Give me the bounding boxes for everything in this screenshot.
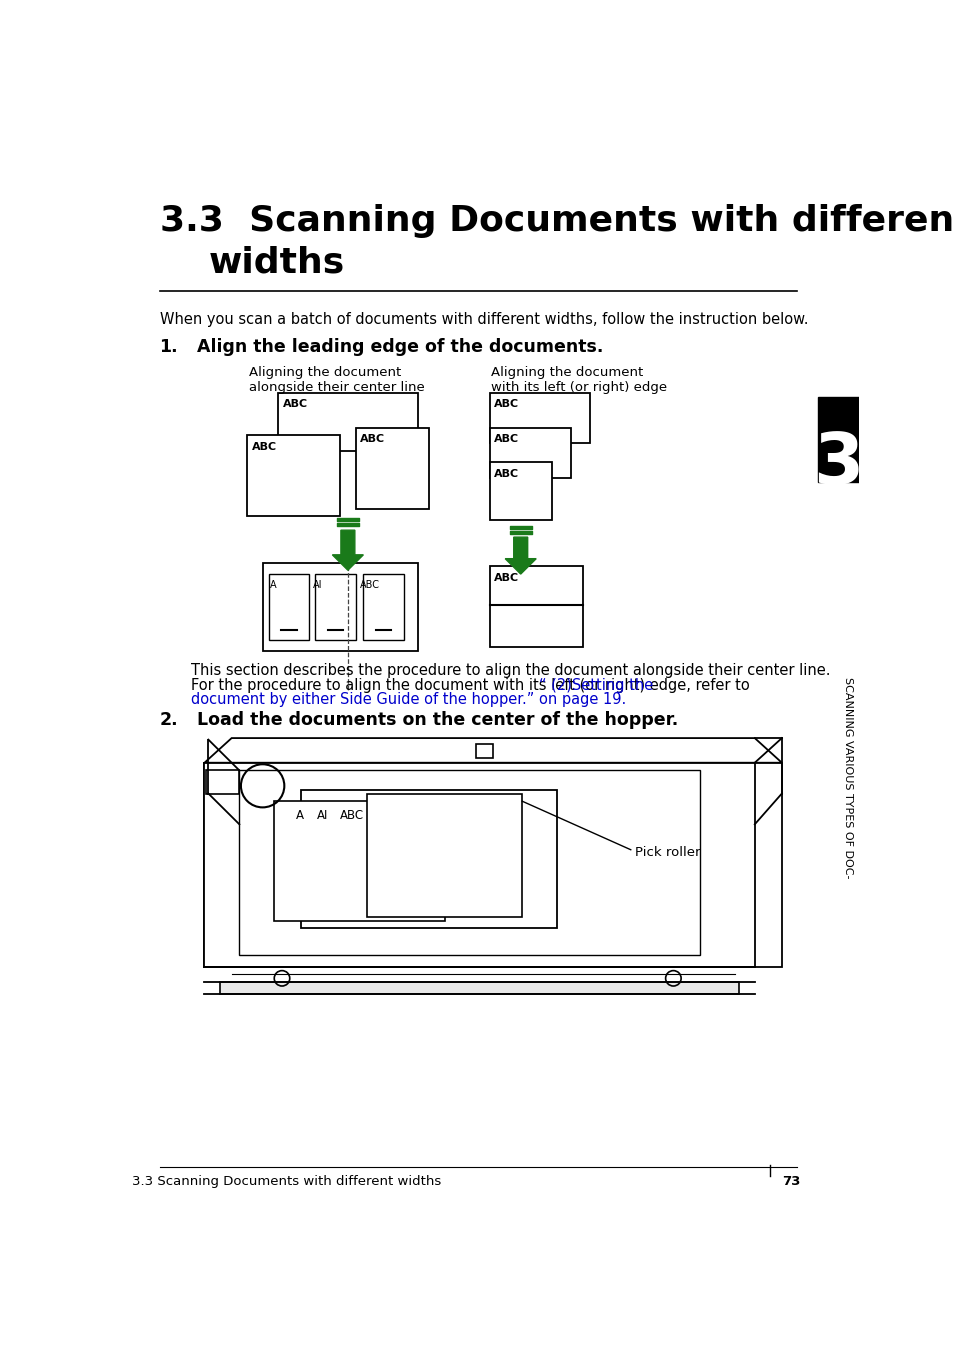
Text: AI: AI [313, 580, 322, 590]
Bar [476, 744, 493, 758]
Polygon shape [220, 982, 739, 994]
Text: ABC: ABC [494, 434, 519, 444]
Text: 2.: 2. [159, 711, 178, 730]
FancyArrow shape [505, 538, 536, 574]
Bar [274, 801, 444, 920]
Bar [262, 562, 417, 651]
Bar [489, 393, 590, 443]
Polygon shape [204, 738, 232, 763]
Text: ABC: ABC [340, 809, 364, 821]
Bar [363, 574, 403, 639]
Bar [489, 428, 571, 478]
Text: AI: AI [316, 809, 328, 821]
Bar [355, 428, 429, 508]
Text: Aligning the document
alongside their center line: Aligning the document alongside their ce… [249, 366, 425, 394]
Text: ABC: ABC [359, 580, 379, 590]
Text: When you scan a batch of documents with different widths, follow the instruction: When you scan a batch of documents with … [159, 312, 807, 327]
Text: Align the leading edge of the documents.: Align the leading edge of the documents. [196, 338, 602, 355]
Text: 3.3 Scanning Documents with different widths: 3.3 Scanning Documents with different wi… [132, 1175, 440, 1189]
Text: 73: 73 [781, 1175, 800, 1189]
Text: For the procedure to align the document with its left (or right) edge, refer to: For the procedure to align the document … [191, 678, 753, 693]
FancyArrow shape [332, 530, 363, 570]
Text: ABC: ABC [282, 400, 308, 409]
Bar [269, 574, 309, 639]
Bar [278, 393, 417, 451]
Polygon shape [204, 738, 781, 763]
Text: widths: widths [208, 246, 344, 280]
Text: 3.3  Scanning Documents with different: 3.3 Scanning Documents with different [159, 204, 953, 239]
Bar [489, 566, 582, 647]
Text: ABC: ABC [360, 434, 385, 444]
Bar [818, 397, 858, 482]
Text: “ (2)Setting the: “ (2)Setting the [538, 678, 653, 693]
Text: A: A [295, 809, 304, 821]
Text: Pick roller: Pick roller [634, 846, 700, 859]
Bar [301, 790, 557, 928]
Bar [247, 435, 340, 516]
Text: A: A [270, 580, 276, 590]
Text: ABC: ABC [494, 400, 519, 409]
Polygon shape [206, 770, 239, 793]
Text: Aligning the document
with its left (or right) edge: Aligning the document with its left (or … [491, 366, 667, 394]
Text: ABC: ABC [494, 573, 519, 582]
Text: 3: 3 [812, 430, 862, 499]
Bar [315, 574, 355, 639]
Text: document by either Side Guide of the hopper.” on page 19.: document by either Side Guide of the hop… [191, 692, 625, 707]
Text: ABC: ABC [252, 442, 276, 451]
Text: Load the documents on the center of the hopper.: Load the documents on the center of the … [196, 711, 678, 730]
Bar [204, 763, 781, 967]
Text: ABC: ABC [494, 469, 519, 478]
Text: 1.: 1. [159, 338, 178, 355]
Bar [367, 793, 521, 917]
Text: SCANNING VARIOUS TYPES OF DOC-: SCANNING VARIOUS TYPES OF DOC- [841, 677, 852, 880]
Bar [239, 770, 700, 955]
Text: This section describes the procedure to align the document alongside their cente: This section describes the procedure to … [191, 662, 829, 678]
Bar [489, 462, 551, 520]
